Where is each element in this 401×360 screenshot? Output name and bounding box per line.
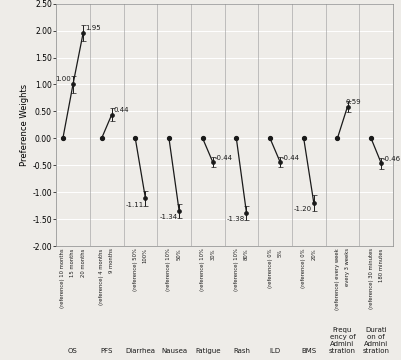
Text: -1.11: -1.11: [126, 202, 144, 208]
Text: (reference) 50%: (reference) 50%: [133, 248, 138, 291]
Text: Rash: Rash: [233, 348, 250, 354]
Text: 80%: 80%: [244, 248, 249, 260]
Text: 20%: 20%: [311, 248, 316, 260]
Text: -0.44: -0.44: [215, 155, 233, 161]
Text: (reference) 10%: (reference) 10%: [234, 248, 239, 291]
Text: Fatigue: Fatigue: [195, 348, 221, 354]
Text: (reference) every week: (reference) every week: [335, 248, 340, 310]
Text: Diarrhea: Diarrhea: [126, 348, 155, 354]
Text: Frequ
ency of
Admini
stration: Frequ ency of Admini stration: [329, 327, 356, 354]
Text: 0.59: 0.59: [346, 99, 361, 105]
Text: Durati
on of
Admini
stration: Durati on of Admini stration: [363, 327, 390, 354]
Text: (reference) 0%: (reference) 0%: [267, 248, 273, 288]
Text: 1.95: 1.95: [85, 25, 100, 31]
Text: (reference) 10 months: (reference) 10 months: [61, 248, 65, 308]
Text: 50%: 50%: [176, 248, 182, 260]
Text: 1.00: 1.00: [56, 76, 71, 82]
Text: 0.44: 0.44: [113, 107, 129, 113]
Text: every 3 weeks: every 3 weeks: [345, 248, 350, 287]
Y-axis label: Preference Weights: Preference Weights: [20, 84, 29, 166]
Text: OS: OS: [68, 348, 78, 354]
Text: 180 minutes: 180 minutes: [379, 248, 384, 282]
Text: 20 months: 20 months: [81, 248, 85, 277]
Text: Nausea: Nausea: [161, 348, 187, 354]
Text: ILD: ILD: [269, 348, 281, 354]
Text: -0.46: -0.46: [383, 156, 401, 162]
Text: 15 months: 15 months: [71, 248, 75, 277]
Text: 9 months: 9 months: [109, 248, 114, 273]
Text: 30%: 30%: [210, 248, 215, 260]
Text: BMS: BMS: [301, 348, 316, 354]
Text: -0.44: -0.44: [282, 155, 300, 161]
Text: (reference) 30 minutes: (reference) 30 minutes: [369, 248, 374, 310]
Text: -1.38: -1.38: [227, 216, 245, 222]
Text: 5%: 5%: [277, 248, 283, 257]
Text: (reference) 4 months: (reference) 4 months: [99, 248, 104, 305]
Text: 100%: 100%: [143, 248, 148, 264]
Text: (reference) 0%: (reference) 0%: [301, 248, 306, 288]
Text: (reference) 10%: (reference) 10%: [200, 248, 205, 291]
Text: (reference) 10%: (reference) 10%: [166, 248, 172, 291]
Text: -1.34: -1.34: [159, 214, 177, 220]
Text: PFS: PFS: [101, 348, 113, 354]
Text: -1.20: -1.20: [294, 207, 312, 212]
